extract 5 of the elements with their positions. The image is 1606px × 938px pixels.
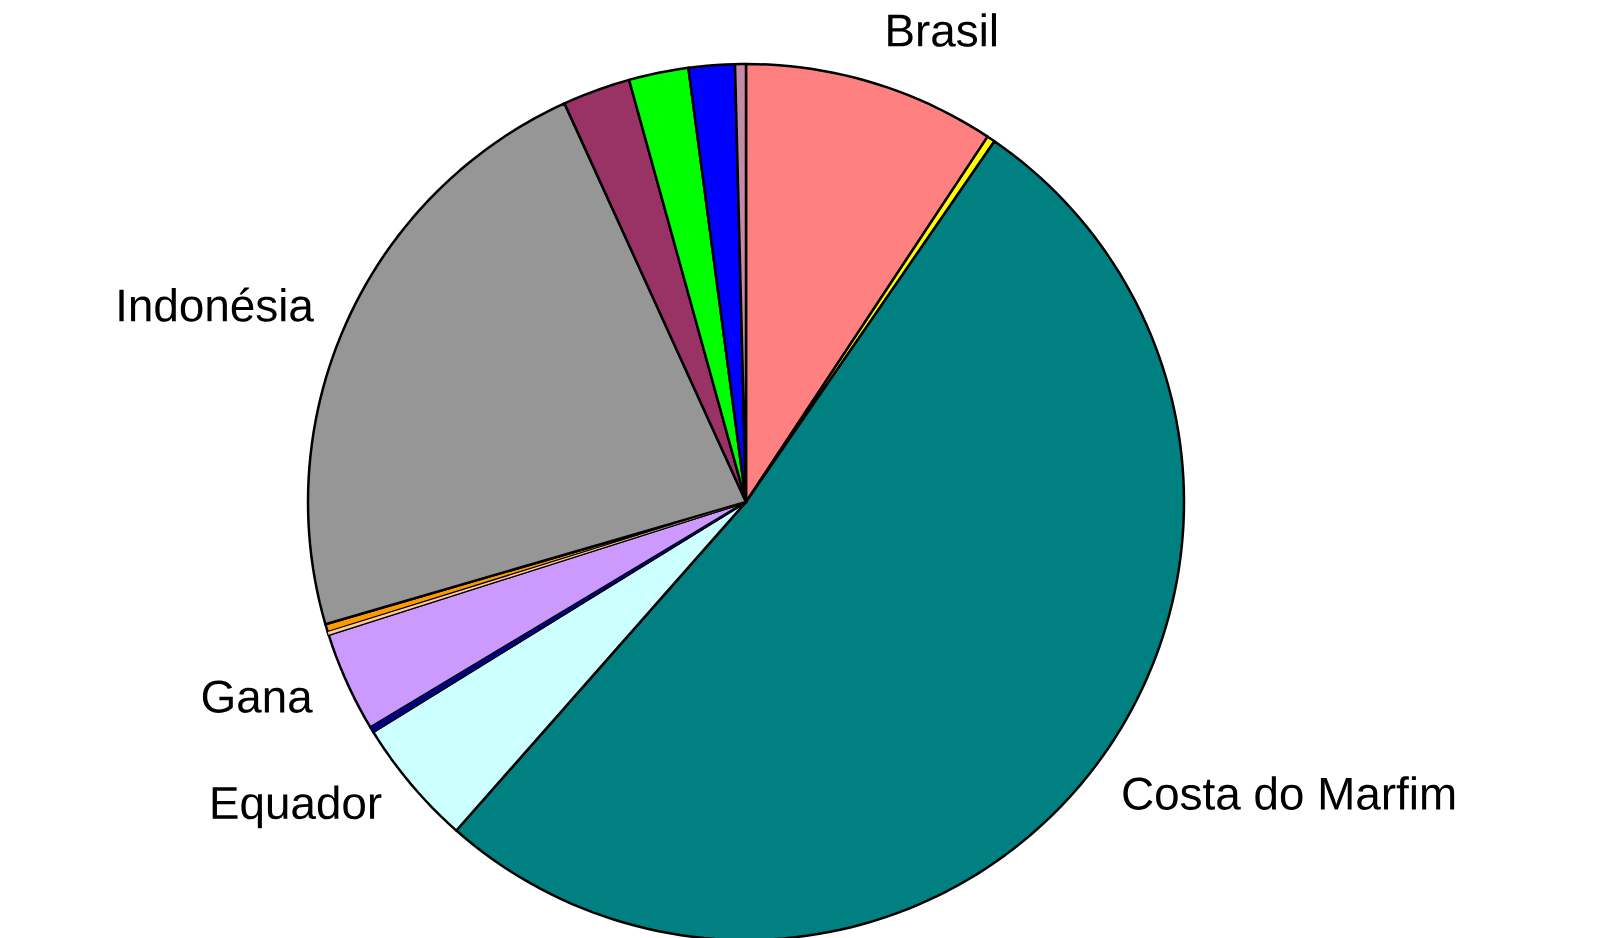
slice-label: Equador — [212, 785, 382, 829]
slice-label: Gana — [202, 680, 313, 713]
slice-label: Brasil — [888, 13, 996, 47]
slice-label: Indonésia — [119, 287, 314, 322]
slice-label: Costa do Marfim — [1123, 776, 1455, 810]
